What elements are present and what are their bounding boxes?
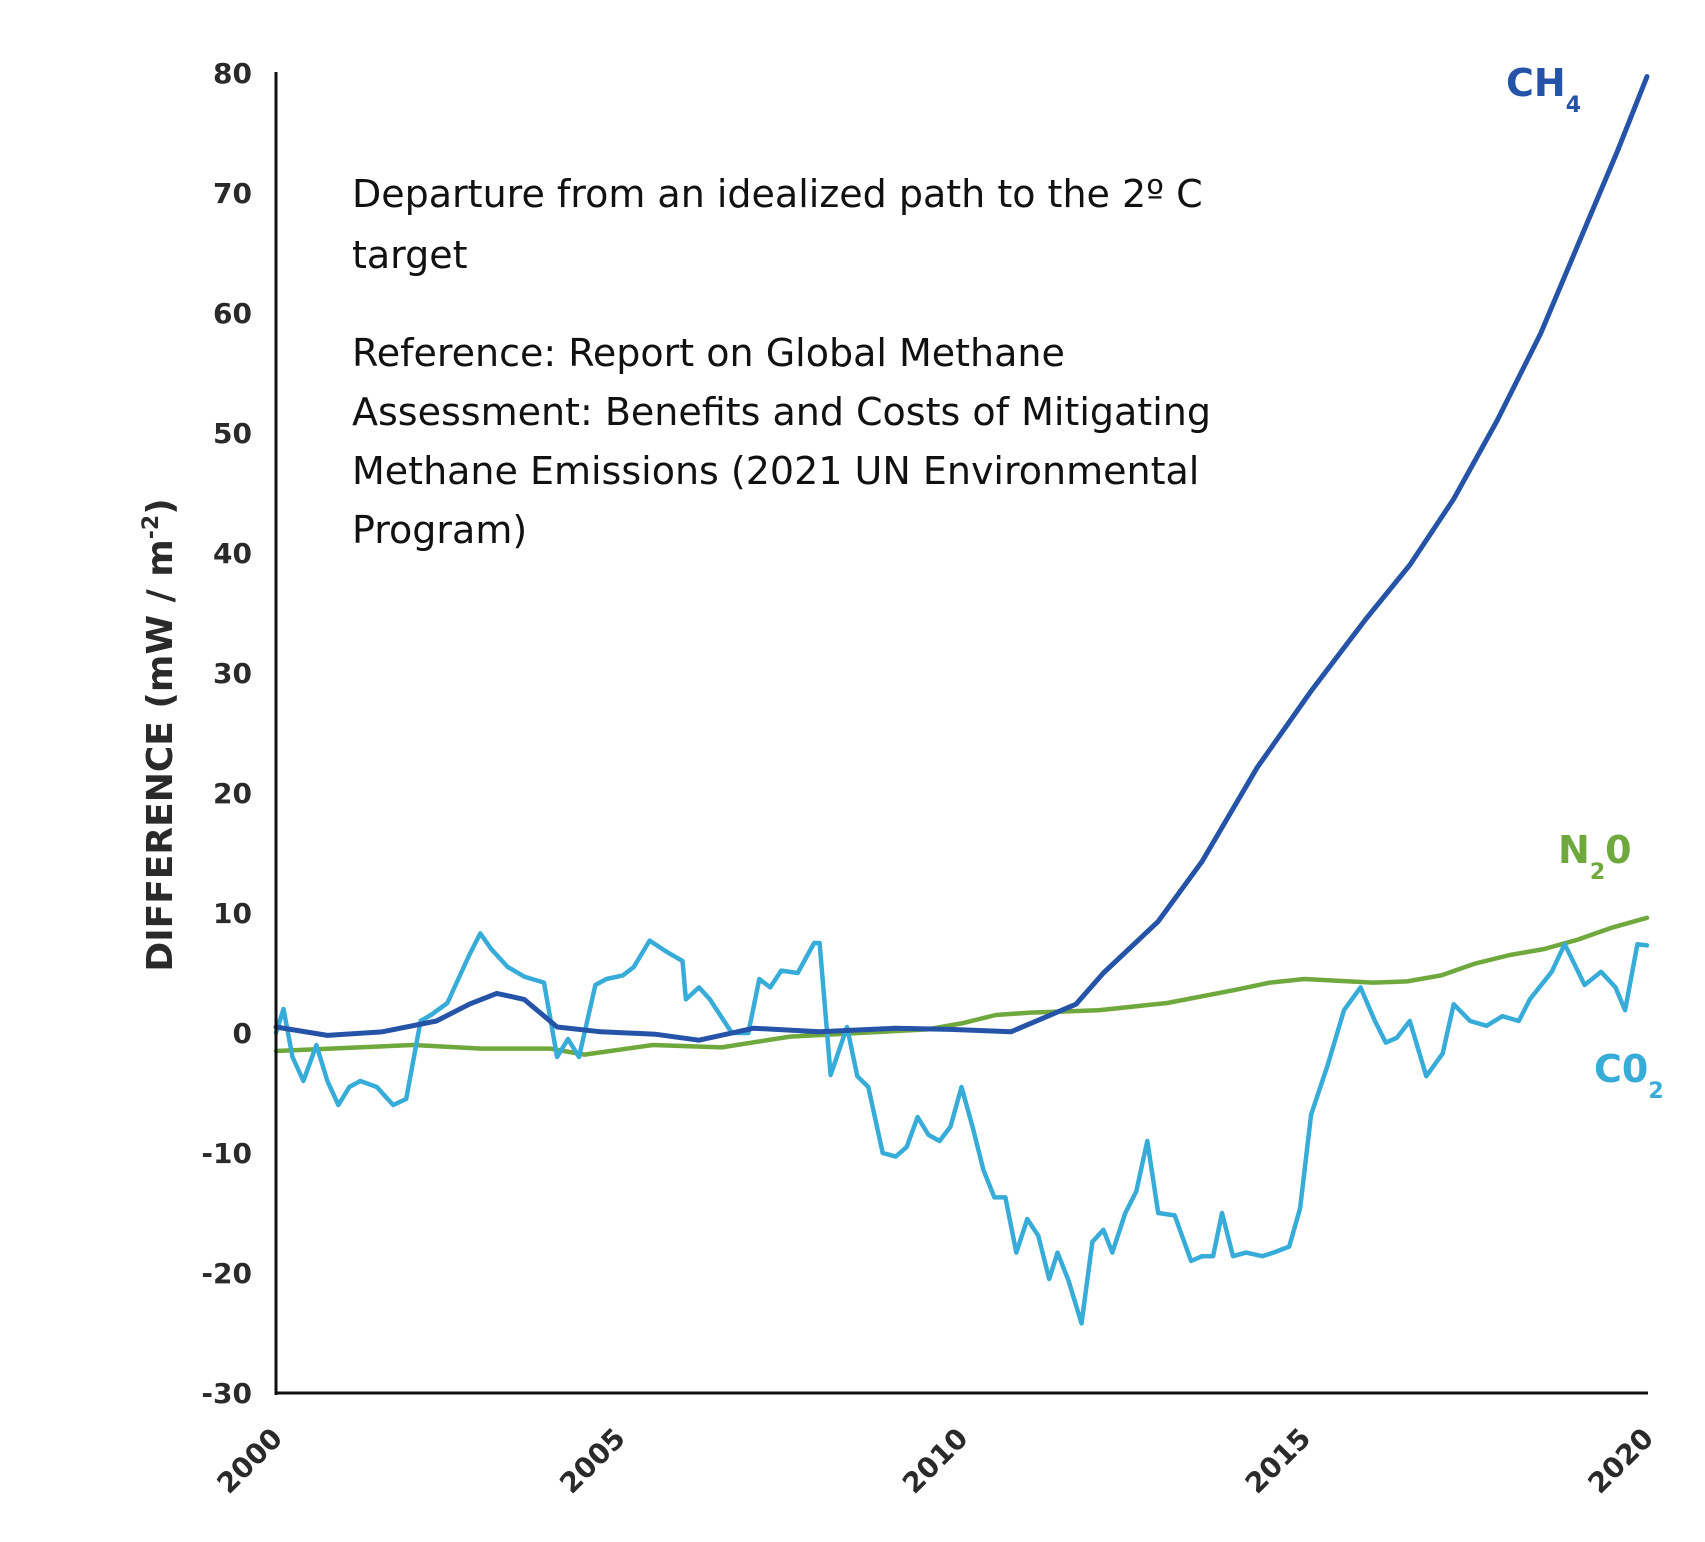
y-tick-label: 50 — [213, 417, 252, 450]
y-tick-label: 40 — [213, 537, 252, 570]
y-tick-label: -10 — [201, 1137, 252, 1170]
x-tick-label: 2005 — [553, 1422, 631, 1500]
y-tick-label: 80 — [213, 57, 252, 90]
x-tick-label: 2020 — [1582, 1422, 1660, 1500]
y-tick-label: -20 — [201, 1257, 252, 1290]
series-line-ch4 — [273, 74, 1650, 1043]
y-tick-label: 0 — [233, 1017, 252, 1050]
series-label-ch4: CH4 — [1506, 61, 1581, 118]
chart-annotation-title: Departure from an idealized path to the … — [352, 172, 1215, 277]
y-tick-label: 20 — [213, 777, 252, 810]
series-label-co2: C02 — [1594, 1047, 1664, 1104]
y-tick-label: 10 — [213, 897, 252, 930]
y-tick-label: 60 — [213, 297, 252, 330]
series-lines — [273, 74, 1650, 1326]
chart-annotation-reference: Reference: Report on Global Methane Asse… — [352, 331, 1223, 552]
x-tick-label: 2010 — [896, 1422, 974, 1500]
x-tick-label: 2000 — [211, 1422, 289, 1500]
series-line-n2o — [273, 915, 1650, 1057]
y-tick-label: -30 — [201, 1377, 252, 1410]
series-line-co2 — [273, 931, 1650, 1326]
y-tick-label: 70 — [213, 177, 252, 210]
y-axis-label: DIFFERENCE (mW / m-2) — [139, 498, 181, 971]
x-tick-label: 2015 — [1239, 1422, 1317, 1500]
series-label-n2o: N20 — [1558, 828, 1632, 885]
x-tick-labels: 2000 2005 2010 2015 2020 — [211, 1422, 1660, 1500]
y-tick-labels: 80 70 60 50 40 30 20 10 0 -10 -20 -30 — [201, 57, 252, 1410]
y-tick-label: 30 — [213, 657, 252, 690]
